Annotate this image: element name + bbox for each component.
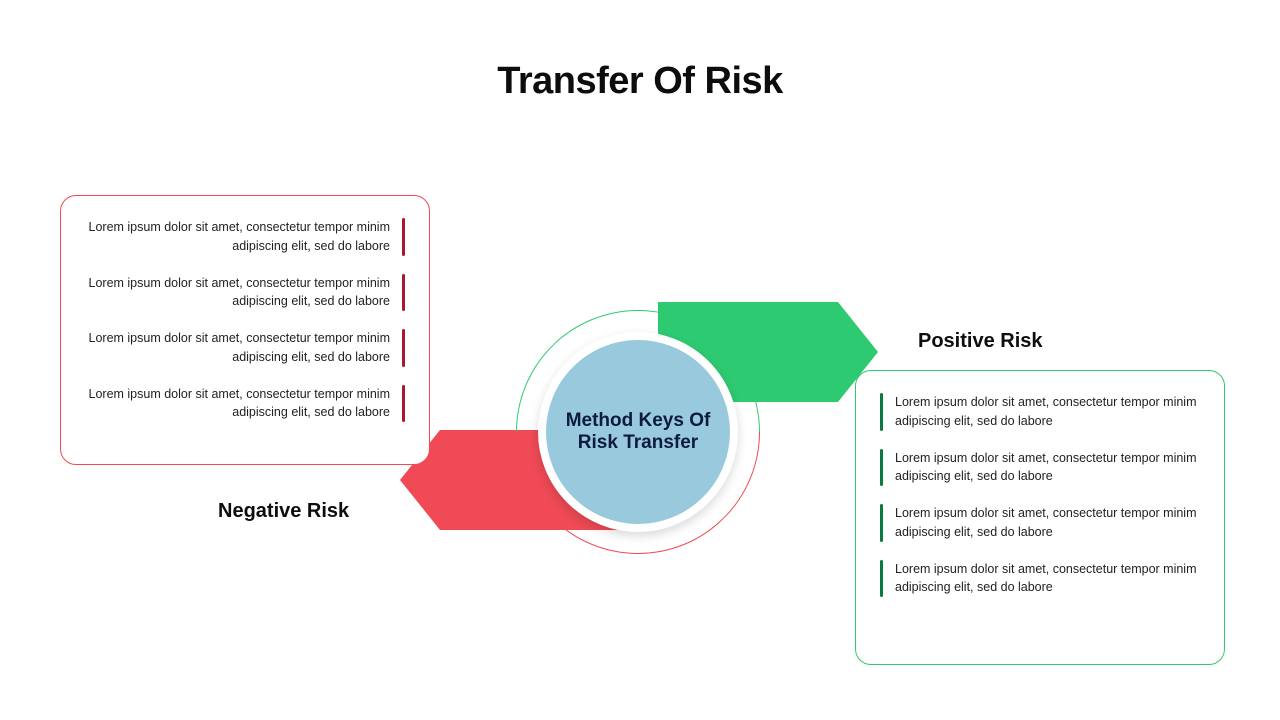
list-item: Lorem ipsum dolor sit amet, consectetur … [85,218,405,256]
negative-title: Negative Risk [218,500,349,523]
list-item-text: Lorem ipsum dolor sit amet, consectetur … [895,393,1200,431]
accent-bar [880,449,883,487]
accent-bar [880,504,883,542]
list-item: Lorem ipsum dolor sit amet, consectetur … [85,274,405,312]
negative-panel: Lorem ipsum dolor sit amet, consectetur … [60,195,430,465]
list-item: Lorem ipsum dolor sit amet, consectetur … [85,385,405,423]
list-item-text: Lorem ipsum dolor sit amet, consectetur … [85,218,390,256]
positive-panel: Lorem ipsum dolor sit amet, consectetur … [855,370,1225,665]
center-label: Method Keys Of Risk Transfer [546,410,730,454]
accent-bar [402,385,405,423]
center-circle: Method Keys Of Risk Transfer [538,332,738,532]
slide-canvas: Transfer Of Risk Method Keys Of Risk Tra… [0,0,1280,720]
page-title: Transfer Of Risk [0,60,1280,103]
accent-bar [402,218,405,256]
list-item: Lorem ipsum dolor sit amet, consectetur … [880,449,1200,487]
list-item-text: Lorem ipsum dolor sit amet, consectetur … [85,385,390,423]
positive-title: Positive Risk [918,330,1043,353]
accent-bar [880,393,883,431]
list-item: Lorem ipsum dolor sit amet, consectetur … [85,329,405,367]
accent-bar [402,274,405,312]
accent-bar [402,329,405,367]
list-item-text: Lorem ipsum dolor sit amet, consectetur … [85,274,390,312]
list-item-text: Lorem ipsum dolor sit amet, consectetur … [85,329,390,367]
accent-bar [880,560,883,598]
list-item: Lorem ipsum dolor sit amet, consectetur … [880,560,1200,598]
list-item: Lorem ipsum dolor sit amet, consectetur … [880,504,1200,542]
list-item-text: Lorem ipsum dolor sit amet, consectetur … [895,504,1200,542]
list-item-text: Lorem ipsum dolor sit amet, consectetur … [895,449,1200,487]
list-item-text: Lorem ipsum dolor sit amet, consectetur … [895,560,1200,598]
list-item: Lorem ipsum dolor sit amet, consectetur … [880,393,1200,431]
